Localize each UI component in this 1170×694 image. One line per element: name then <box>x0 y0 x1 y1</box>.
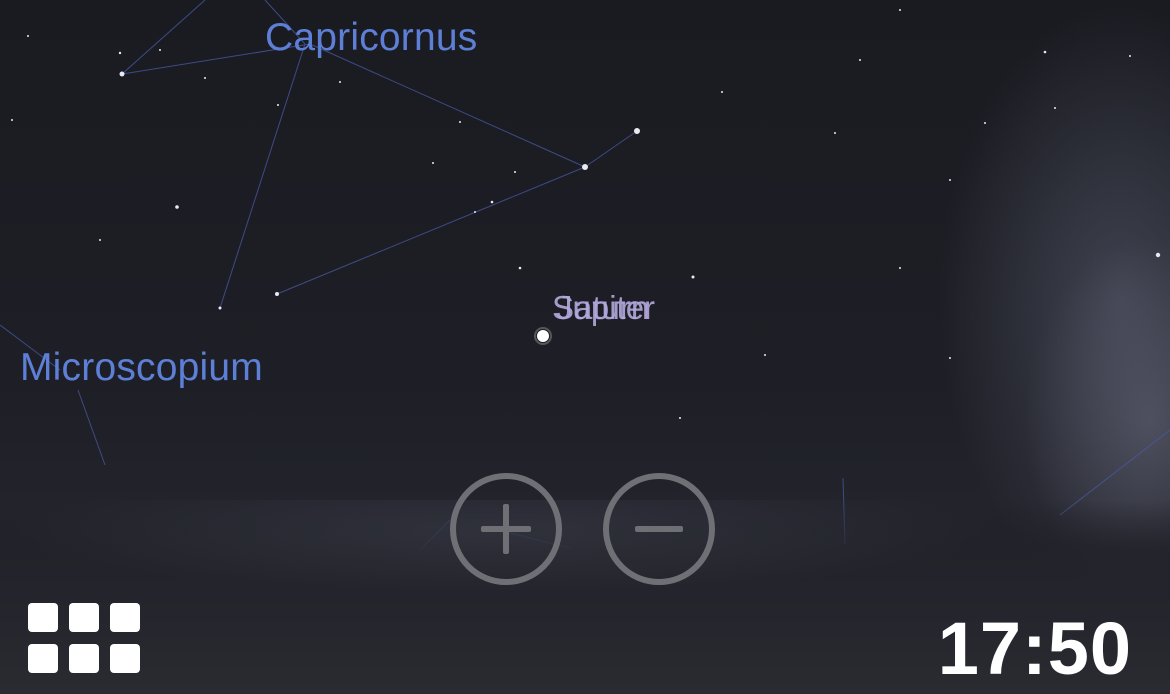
constellation-label-microscopium[interactable]: Microscopium <box>20 346 263 389</box>
stars <box>11 9 1161 419</box>
main-menu-button[interactable] <box>28 603 142 675</box>
planet-label-saturn[interactable]: Saturn <box>552 289 650 326</box>
horizon-landscape <box>0 500 1170 694</box>
constellation-label-capricornus[interactable]: Capricornus <box>265 16 478 59</box>
planet-label-jupiter[interactable]: Jupiter <box>556 289 656 326</box>
zoom-out-button[interactable] <box>603 473 715 585</box>
planet-marker[interactable] <box>533 326 553 346</box>
time-display[interactable]: 17:50 <box>937 607 1132 690</box>
zoom-in-button[interactable] <box>450 473 562 585</box>
